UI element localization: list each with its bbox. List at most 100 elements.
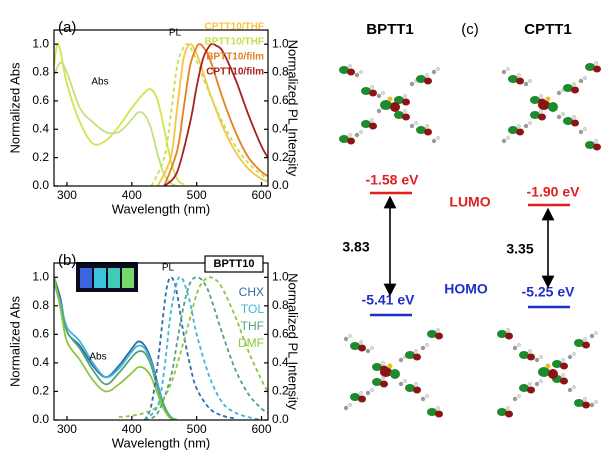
orbital-lobe <box>402 113 410 121</box>
legend-title-box <box>204 255 264 273</box>
atom <box>556 114 562 120</box>
orbital-lobe <box>339 66 349 74</box>
atom <box>512 396 518 402</box>
orbital-lobe <box>516 128 524 136</box>
atom <box>425 73 429 77</box>
orbital-lobe <box>372 363 382 371</box>
atom <box>425 124 429 128</box>
atom <box>594 331 598 335</box>
atom <box>370 85 374 89</box>
plot-frame <box>53 262 269 421</box>
atom <box>359 340 363 344</box>
orbital-lobe <box>350 393 360 401</box>
orbital-lobe <box>380 380 388 388</box>
atom <box>528 382 532 386</box>
legend-entry: CPTT10/film <box>206 67 264 78</box>
atom <box>539 94 543 98</box>
x-axis-title: Wavelength (nm) <box>112 435 211 450</box>
atom <box>567 354 573 360</box>
x-tick-label: 600 <box>251 188 271 202</box>
orbital-lobe <box>402 98 410 106</box>
x-tick-label: 300 <box>57 422 77 436</box>
orbital-lobe <box>358 344 366 352</box>
lumo-energy: -1.58 eV <box>366 172 420 188</box>
atom <box>420 396 426 402</box>
atom <box>387 363 393 369</box>
legend-title: BPTT10 <box>214 258 255 270</box>
series-line <box>163 43 268 186</box>
legend-entry: TOL <box>241 302 264 316</box>
series-line <box>143 276 236 420</box>
atom <box>403 379 407 383</box>
atom <box>583 397 587 401</box>
orbital-lobe <box>339 135 349 143</box>
orbital-lobe <box>347 137 355 145</box>
y2-tick-label: 0.8 <box>272 298 289 312</box>
atom <box>561 112 565 116</box>
y-tick-label: 0.6 <box>32 93 49 107</box>
orbital-lobe <box>416 75 426 83</box>
orbital-lobe <box>361 87 371 95</box>
orbital-diagram: (c) LUMO HOMO BPTT1 -1.58 eV -5.41 eV 3.83 CPTT… <box>339 21 601 418</box>
orbital-lobe <box>538 367 550 377</box>
orbital-lobe <box>585 141 595 149</box>
atom <box>572 82 576 86</box>
atom <box>414 349 418 353</box>
inset-photo <box>76 262 138 292</box>
y-tick-label: 0.4 <box>32 121 49 135</box>
orbital-lobe <box>508 75 518 83</box>
orbital-lobe <box>516 77 524 85</box>
legend-entry: DMF <box>238 336 264 350</box>
gap-value: 3.83 <box>342 239 369 255</box>
atom <box>348 133 352 137</box>
atom <box>376 93 382 99</box>
y-tick-label: 0.0 <box>32 412 49 426</box>
atom <box>572 352 576 356</box>
series-line <box>163 43 268 186</box>
atom <box>534 381 540 387</box>
atom <box>409 81 415 87</box>
panel-label: (a) <box>58 19 76 36</box>
atom <box>583 76 587 80</box>
atom <box>539 109 543 113</box>
orbital-lobe <box>394 96 404 104</box>
orbital-lobe <box>394 111 404 119</box>
orbital-lobe <box>530 111 540 119</box>
plot-area <box>54 276 268 420</box>
series-line <box>54 277 178 420</box>
x-tick-label: 400 <box>122 188 142 202</box>
y-axis-title: Normalized Abs <box>7 295 22 387</box>
atom <box>517 124 521 128</box>
molecule-name: CPTT1 <box>524 21 572 38</box>
atom <box>589 402 595 408</box>
orbital-lobe <box>527 386 535 394</box>
orbital-lobe <box>527 353 535 361</box>
series-line <box>156 43 268 186</box>
atom <box>409 123 415 129</box>
atom <box>578 129 584 135</box>
atom <box>572 385 576 389</box>
orbital-lobe <box>563 117 573 125</box>
atom <box>381 91 385 95</box>
atom <box>370 388 374 392</box>
series-line <box>118 276 268 419</box>
orbital-lobe <box>538 113 546 121</box>
atom <box>594 61 598 65</box>
atom <box>414 382 418 386</box>
y-tick-label: 1.0 <box>32 269 49 283</box>
y2-tick-label: 0.8 <box>272 65 289 79</box>
y-tick-label: 0.8 <box>32 298 49 312</box>
atom <box>561 358 565 362</box>
y2-axis-title: Normalized PL Intensity <box>286 40 301 177</box>
atom <box>370 346 374 350</box>
orbital-lobe <box>508 126 518 134</box>
atom <box>523 81 529 87</box>
orbital-lobe <box>372 378 382 386</box>
x-axis-title: Wavelength (nm) <box>112 201 211 216</box>
orbital-lobe <box>405 351 415 359</box>
atom <box>425 394 429 398</box>
atom <box>420 345 426 351</box>
orbital-lobe <box>571 119 579 127</box>
gap-value: 3.35 <box>506 241 533 257</box>
